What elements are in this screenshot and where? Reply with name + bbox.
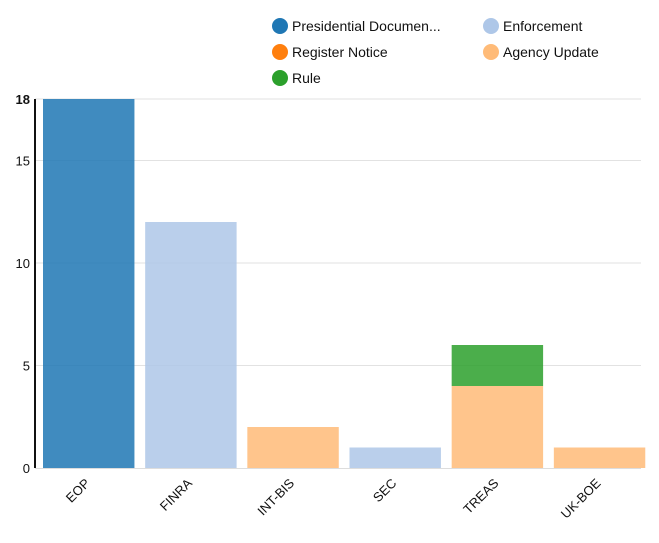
legend-swatch xyxy=(272,44,288,60)
legend-item-presidential-documen[interactable]: Presidential Documen... xyxy=(272,18,441,34)
x-tick-label: UK-BOE xyxy=(558,475,604,521)
x-tick-label: TREAS xyxy=(460,475,501,516)
legend-label: Register Notice xyxy=(292,44,388,60)
x-tick-label: FINRA xyxy=(157,475,195,513)
legend-item-enforcement[interactable]: Enforcement xyxy=(483,18,582,34)
legend-label: Agency Update xyxy=(503,44,599,60)
y-tick-label: 5 xyxy=(23,359,30,374)
y-tick-label: 18 xyxy=(16,92,30,107)
bar-eop-presidential-documen[interactable] xyxy=(43,99,135,468)
legend-label: Presidential Documen... xyxy=(292,18,441,34)
bar-int-bis-agency-update[interactable] xyxy=(247,427,339,468)
x-tick-label: SEC xyxy=(370,476,400,506)
legend-swatch xyxy=(272,70,288,86)
bar-treas-agency-update[interactable] xyxy=(451,386,544,468)
legend-swatch xyxy=(483,44,499,60)
bar-uk-boe-agency-update[interactable] xyxy=(553,447,646,469)
x-tick-label: EOP xyxy=(63,476,93,506)
legend-swatch xyxy=(272,18,288,34)
legend-item-agency-update[interactable]: Agency Update xyxy=(483,44,599,60)
bar-sec-enforcement[interactable] xyxy=(349,447,441,469)
y-tick-label: 15 xyxy=(16,154,30,169)
legend-swatch xyxy=(483,18,499,34)
legend-item-register-notice[interactable]: Register Notice xyxy=(272,44,388,60)
bar-treas-rule[interactable] xyxy=(451,345,544,386)
bars xyxy=(43,99,646,469)
legend[interactable]: Presidential Documen... Enforcement Regist… xyxy=(272,18,599,86)
legend-label: Rule xyxy=(292,70,321,86)
bar-finra-enforcement[interactable] xyxy=(145,222,237,468)
y-tick-label: 10 xyxy=(16,256,30,271)
x-tick-label: INT-BIS xyxy=(254,475,297,518)
legend-item-rule[interactable]: Rule xyxy=(272,70,321,86)
y-tick-label: 0 xyxy=(23,461,30,476)
legend-label: Enforcement xyxy=(503,18,582,34)
